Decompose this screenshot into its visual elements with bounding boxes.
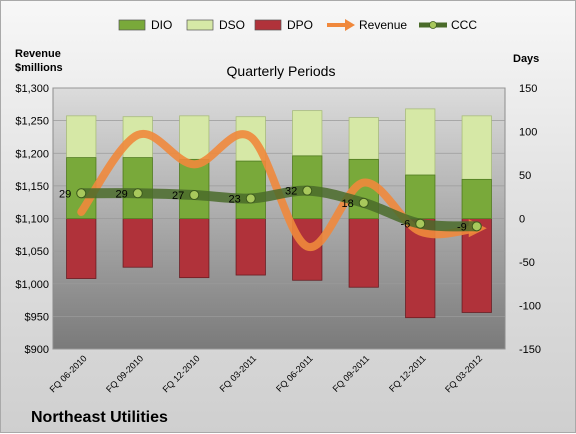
y-tick-left: $1,050 (15, 246, 49, 258)
ccc-data-label: 29 (116, 188, 128, 200)
x-tick-label: FQ 03-2012 (443, 353, 484, 394)
y-tick-right: 100 (519, 127, 537, 139)
dio-bar (235, 160, 266, 219)
dpo-bar (461, 218, 492, 313)
dpo-bar (66, 218, 97, 279)
y-axis-label-right: Days (513, 53, 539, 65)
y-tick-left: $1,000 (15, 279, 49, 291)
ccc-data-label: 29 (59, 188, 71, 200)
ccc-data-label: 32 (285, 186, 297, 198)
x-tick-label: FQ 12-2011 (387, 353, 428, 394)
company-title: Northeast Utilities (31, 409, 168, 426)
ccc-point (471, 221, 482, 232)
dpo-bar (235, 218, 266, 276)
x-tick-label: FQ 12-2010 (161, 353, 202, 394)
y-axis-label-left: Revenue $millions (15, 48, 63, 74)
y-tick-left: $1,150 (15, 181, 49, 193)
dio-bar (405, 174, 436, 219)
y-tick-left: $1,100 (15, 214, 49, 226)
legend-label: DIO (151, 18, 172, 32)
ccc-point (76, 188, 87, 199)
legend: DIO DSO DPO Revenue CCC (118, 18, 477, 32)
x-tick-label: FQ 09-2010 (104, 353, 145, 394)
y-axis-label-line: Revenue (15, 48, 61, 60)
ccc-data-label: 18 (342, 198, 354, 210)
legend-swatch-arrow (345, 19, 355, 31)
dpo-bar (122, 218, 153, 268)
ccc-data-label: -9 (457, 221, 467, 233)
y-tick-right: 50 (519, 170, 531, 182)
dpo-bar (348, 218, 379, 288)
dpo-bar (179, 218, 210, 279)
legend-label: CCC (451, 18, 477, 32)
y-tick-left: $1,200 (15, 148, 49, 160)
ccc-data-label: -6 (400, 219, 410, 231)
y-tick-right: -50 (519, 257, 535, 269)
ccc-point (302, 185, 313, 196)
x-tick-label: FQ 09-2011 (331, 353, 372, 394)
y-tick-left: $1,300 (15, 83, 49, 95)
dio-bar (179, 158, 210, 219)
ccc-point (189, 190, 200, 201)
y-tick-right: -150 (519, 344, 541, 356)
y-tick-right: -100 (519, 301, 541, 313)
x-tick-label: FQ 06-2011 (274, 353, 315, 394)
ccc-point (415, 218, 426, 229)
ccc-data-label: 27 (172, 190, 184, 202)
line-series (76, 129, 487, 251)
chart-title: Quarterly Periods (227, 63, 336, 79)
y-tick-left: $1,250 (15, 116, 49, 128)
y-tick-left: $900 (25, 344, 49, 356)
legend-swatch (254, 19, 282, 31)
y-axis-label-line: $millions (15, 62, 63, 74)
y-tick-left: $950 (25, 311, 49, 323)
dio-bar (461, 178, 492, 219)
ccc-point (245, 193, 256, 204)
legend-swatch-dot (429, 21, 437, 29)
ccc-data-label: 23 (229, 193, 241, 205)
dio-bar (122, 157, 153, 219)
legend-swatch (118, 19, 146, 31)
x-tick-label: FQ 06-2010 (48, 353, 89, 394)
y-tick-right: 150 (519, 83, 537, 95)
legend-label: DSO (219, 18, 245, 32)
legend-swatch (186, 19, 214, 31)
ccc-point (358, 197, 369, 208)
x-tick-label: FQ 03-2011 (218, 353, 259, 394)
ccc-point (132, 188, 143, 199)
y-tick-right: 0 (519, 214, 525, 226)
data-labels: 29 29 27 23 32 18 -6 -9 (59, 186, 467, 234)
legend-label: DPO (287, 18, 313, 32)
legend-label: Revenue (359, 18, 407, 32)
